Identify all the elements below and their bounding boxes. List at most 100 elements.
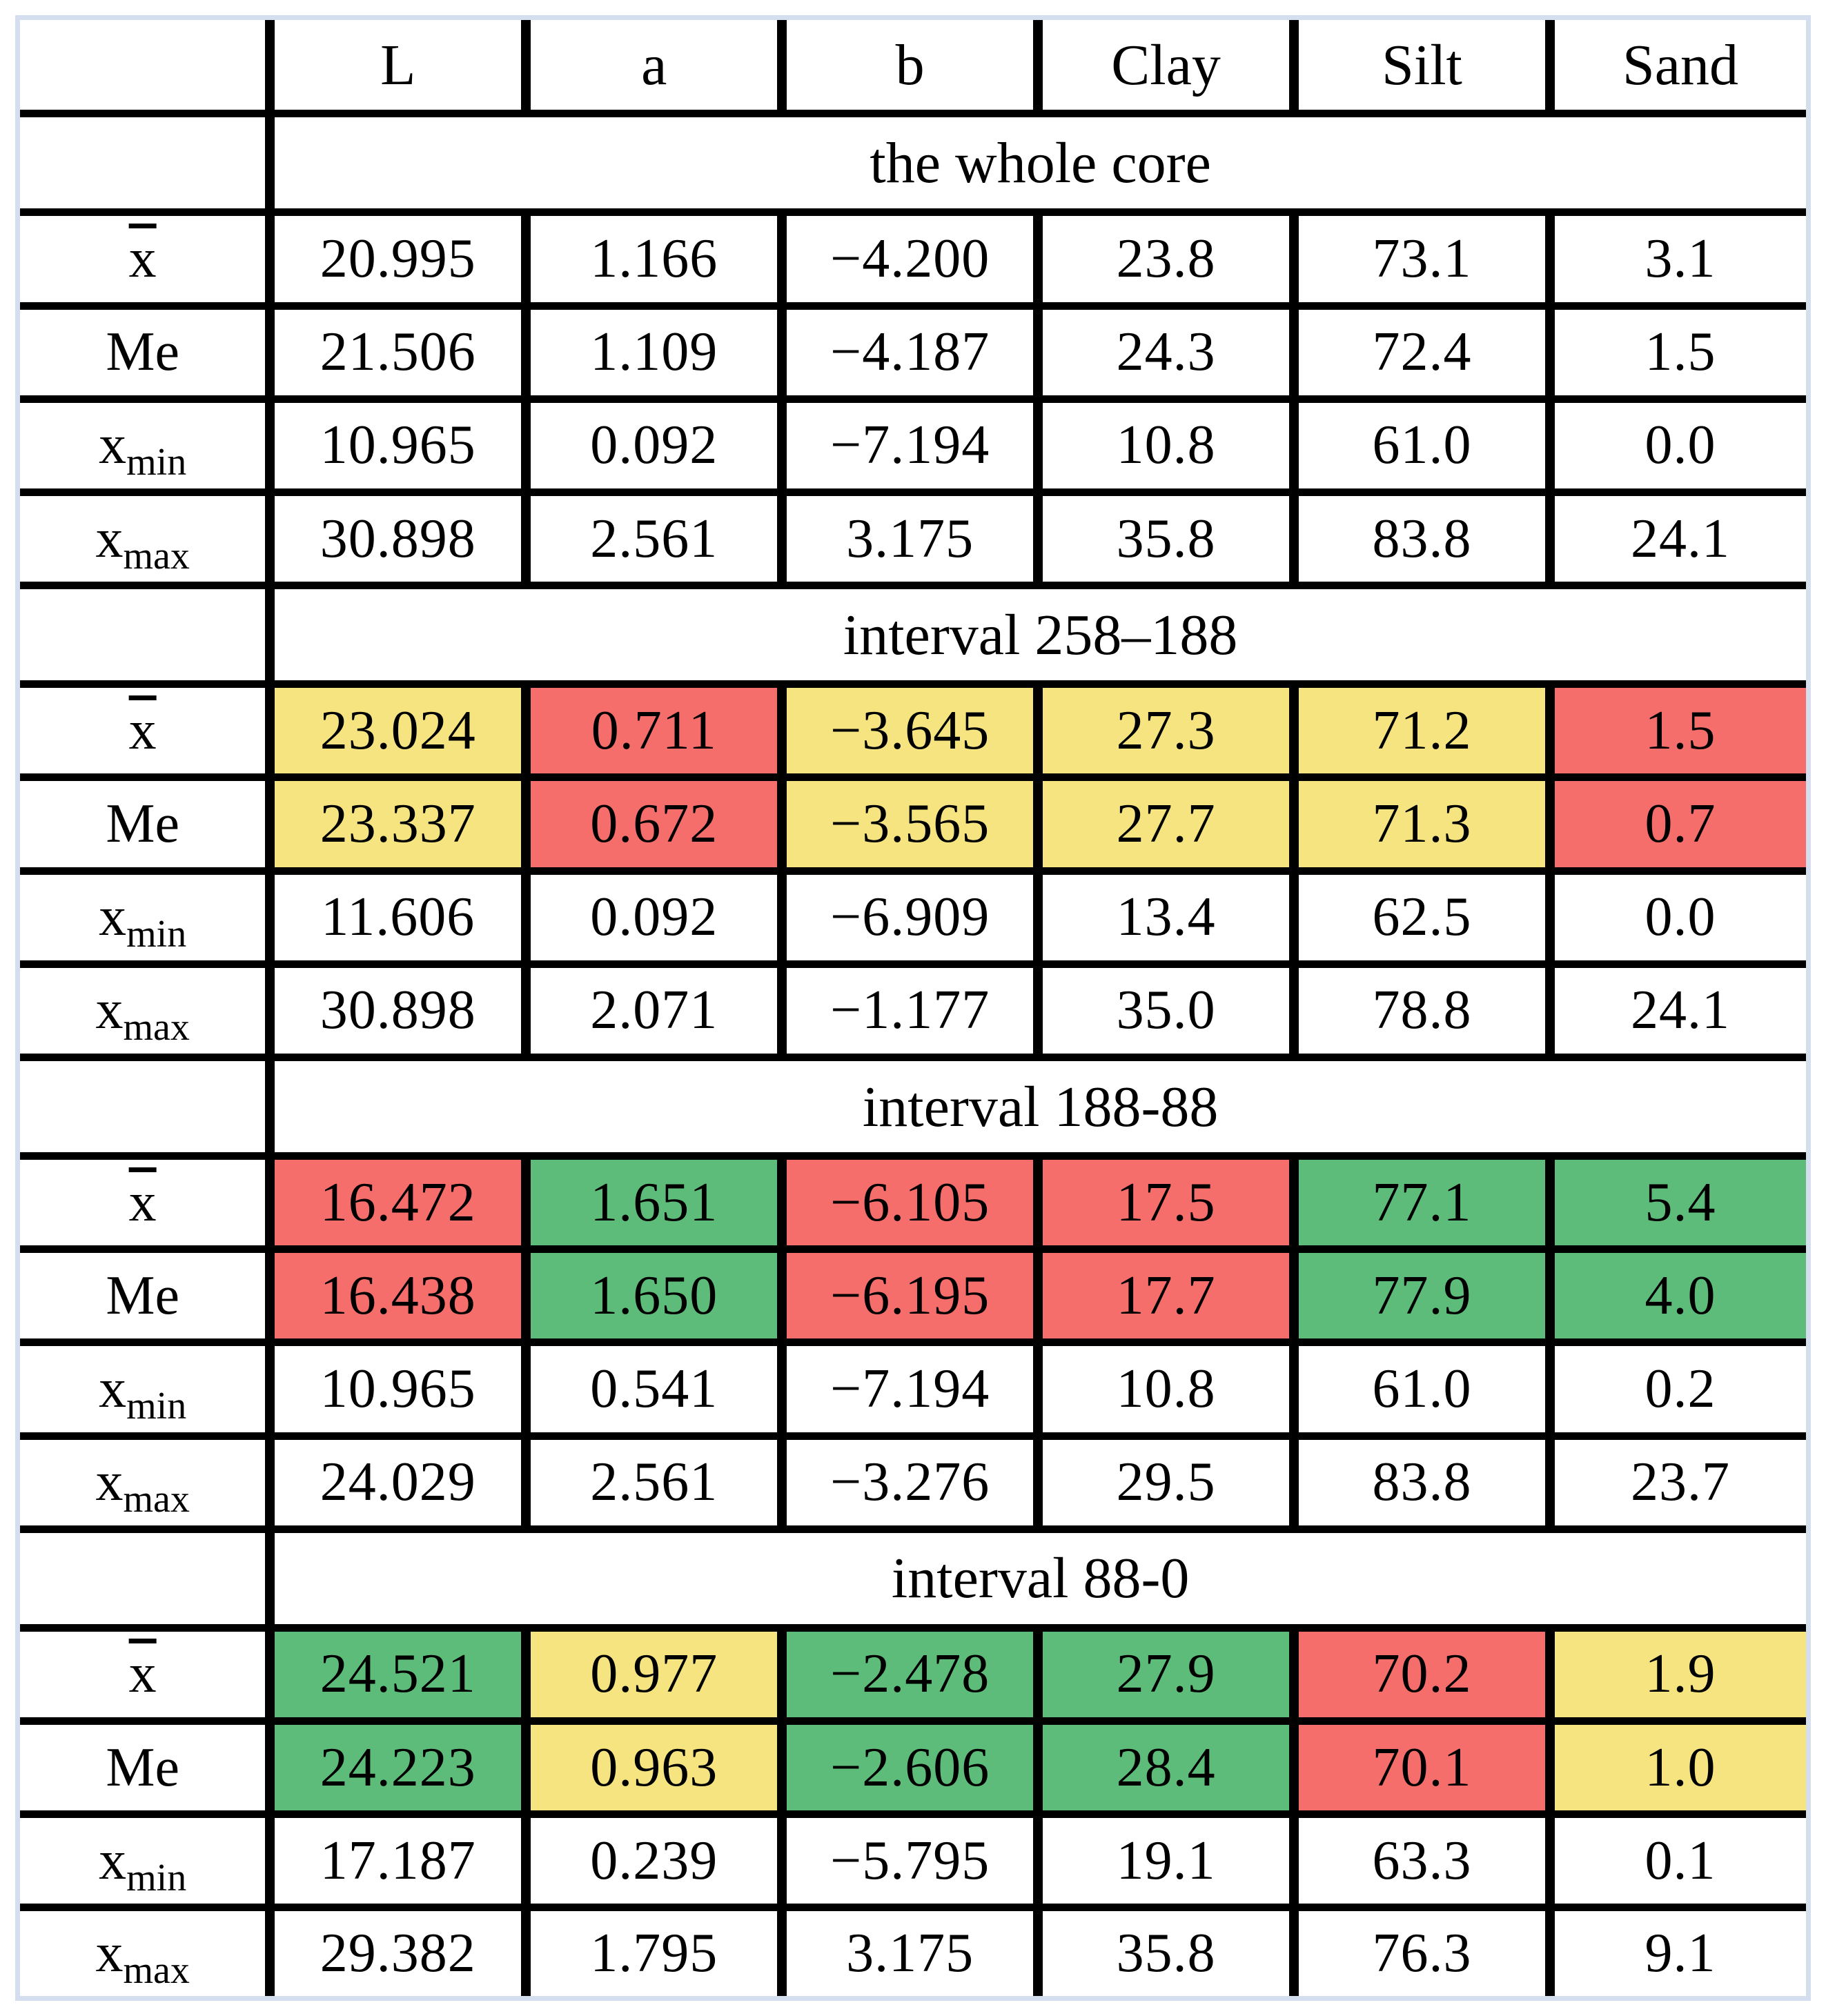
value-cell: 2.561	[521, 488, 787, 590]
value-cell: 17.5	[1033, 1152, 1299, 1254]
row-label-text: x	[128, 228, 157, 290]
value-cell: 70.2	[1289, 1623, 1555, 1726]
value-cell: 2.561	[521, 1432, 787, 1533]
row-label-max: xmax	[20, 1432, 275, 1533]
value-cell: 23.337	[265, 773, 531, 875]
value-cell: 1.0	[1545, 1717, 1806, 1819]
value-cell: −3.565	[777, 773, 1043, 875]
section-title-spacer	[20, 110, 275, 217]
row-label-subscript: min	[126, 1856, 187, 1899]
value-cell: 9.1	[1545, 1904, 1806, 1996]
row-label-median: Me	[20, 773, 275, 875]
row-label-median: Me	[20, 1245, 275, 1347]
row-label-subscript: min	[126, 441, 187, 484]
table-row: xmin 17.187 0.239 −5.795 19.1 63.3 0.1	[20, 1810, 1806, 1912]
row-label-text: x	[99, 1830, 127, 1891]
value-cell: 24.223	[265, 1717, 531, 1819]
value-cell: 35.0	[1033, 960, 1299, 1061]
value-cell: 35.8	[1033, 1904, 1299, 1996]
row-label-mean: x	[20, 1152, 275, 1254]
value-cell: 29.382	[265, 1904, 531, 1996]
value-cell: 1.795	[521, 1904, 787, 1996]
section-title-row: interval 258–188	[20, 582, 1806, 689]
column-header-silt: Silt	[1289, 20, 1555, 118]
value-cell: 30.898	[265, 488, 531, 590]
section-title-row: interval 88-0	[20, 1525, 1806, 1632]
row-label-mean: x	[20, 208, 275, 310]
row-label-subscript: min	[126, 913, 187, 956]
value-cell: 0.1	[1545, 1810, 1806, 1912]
value-cell: 24.3	[1033, 302, 1299, 403]
row-label-text: Me	[106, 793, 179, 855]
row-label-text: x	[128, 700, 157, 761]
section-title: interval 88-0	[265, 1525, 1806, 1632]
value-cell: 0.7	[1545, 773, 1806, 875]
value-cell: 76.3	[1289, 1904, 1555, 1996]
table-row: Me 16.438 1.650 −6.195 17.7 77.9 4.0	[20, 1245, 1806, 1347]
value-cell: 24.1	[1545, 488, 1806, 590]
value-cell: 1.109	[521, 302, 787, 403]
section-title: interval 258–188	[265, 582, 1806, 689]
value-cell: 62.5	[1289, 867, 1555, 968]
value-cell: −3.276	[777, 1432, 1043, 1533]
row-label-text: Me	[106, 322, 179, 383]
value-cell: 1.166	[521, 208, 787, 310]
value-cell: 71.3	[1289, 773, 1555, 875]
row-label-text: x	[128, 1172, 157, 1233]
row-label-mean: x	[20, 680, 275, 782]
value-cell: 17.187	[265, 1810, 531, 1912]
value-cell: 10.8	[1033, 395, 1299, 496]
table-row: Me 24.223 0.963 −2.606 28.4 70.1 1.0	[20, 1717, 1806, 1819]
value-cell: 28.4	[1033, 1717, 1299, 1819]
value-cell: 0.977	[521, 1623, 787, 1726]
value-cell: 0.711	[521, 680, 787, 782]
row-label-text: Me	[106, 1737, 179, 1798]
value-cell: 1.650	[521, 1245, 787, 1347]
section-title-spacer	[20, 1053, 275, 1160]
corner-cell	[20, 20, 275, 118]
row-label-min: xmin	[20, 1338, 275, 1440]
value-cell: 0.672	[521, 773, 787, 875]
value-cell: 29.5	[1033, 1432, 1299, 1533]
value-cell: −6.909	[777, 867, 1043, 968]
value-cell: 27.7	[1033, 773, 1299, 875]
value-cell: 61.0	[1289, 1338, 1555, 1440]
value-cell: 27.3	[1033, 680, 1299, 782]
table-row: xmin 10.965 0.541 −7.194 10.8 61.0 0.2	[20, 1338, 1806, 1440]
value-cell: 83.8	[1289, 1432, 1555, 1533]
section-title: the whole core	[265, 110, 1806, 217]
value-cell: 71.2	[1289, 680, 1555, 782]
value-cell: −4.200	[777, 208, 1043, 310]
row-label-subscript: max	[123, 1006, 190, 1049]
value-cell: 77.9	[1289, 1245, 1555, 1347]
value-cell: −6.195	[777, 1245, 1043, 1347]
row-label-text: x	[128, 1643, 157, 1705]
table-row: xmax 24.029 2.561 −3.276 29.5 83.8 23.7	[20, 1432, 1806, 1533]
row-label-subscript: min	[126, 1385, 187, 1428]
value-cell: 0.0	[1545, 395, 1806, 496]
value-cell: 10.965	[265, 1338, 531, 1440]
table-row: xmax 30.898 2.071 −1.177 35.0 78.8 24.1	[20, 960, 1806, 1061]
row-label-mean: x	[20, 1623, 275, 1726]
table-row: x 24.521 0.977 −2.478 27.9 70.2 1.9	[20, 1623, 1806, 1726]
value-cell: 17.7	[1033, 1245, 1299, 1347]
row-label-text: Me	[106, 1265, 179, 1326]
value-cell: 3.175	[777, 488, 1043, 590]
value-cell: 4.0	[1545, 1245, 1806, 1347]
table-row: x 16.472 1.651 −6.105 17.5 77.1 5.4	[20, 1152, 1806, 1254]
row-label-text: x	[99, 1358, 127, 1420]
table-row: xmin 11.606 0.092 −6.909 13.4 62.5 0.0	[20, 867, 1806, 968]
value-cell: 24.521	[265, 1623, 531, 1726]
row-label-text: x	[95, 508, 124, 569]
value-cell: 30.898	[265, 960, 531, 1061]
row-label-subscript: max	[123, 1478, 190, 1521]
value-cell: 77.1	[1289, 1152, 1555, 1254]
value-cell: −6.105	[777, 1152, 1043, 1254]
value-cell: −1.177	[777, 960, 1043, 1061]
value-cell: 83.8	[1289, 488, 1555, 590]
value-cell: 20.995	[265, 208, 531, 310]
row-label-subscript: max	[123, 534, 190, 577]
value-cell: 0.2	[1545, 1338, 1806, 1440]
section-title-spacer	[20, 582, 275, 689]
